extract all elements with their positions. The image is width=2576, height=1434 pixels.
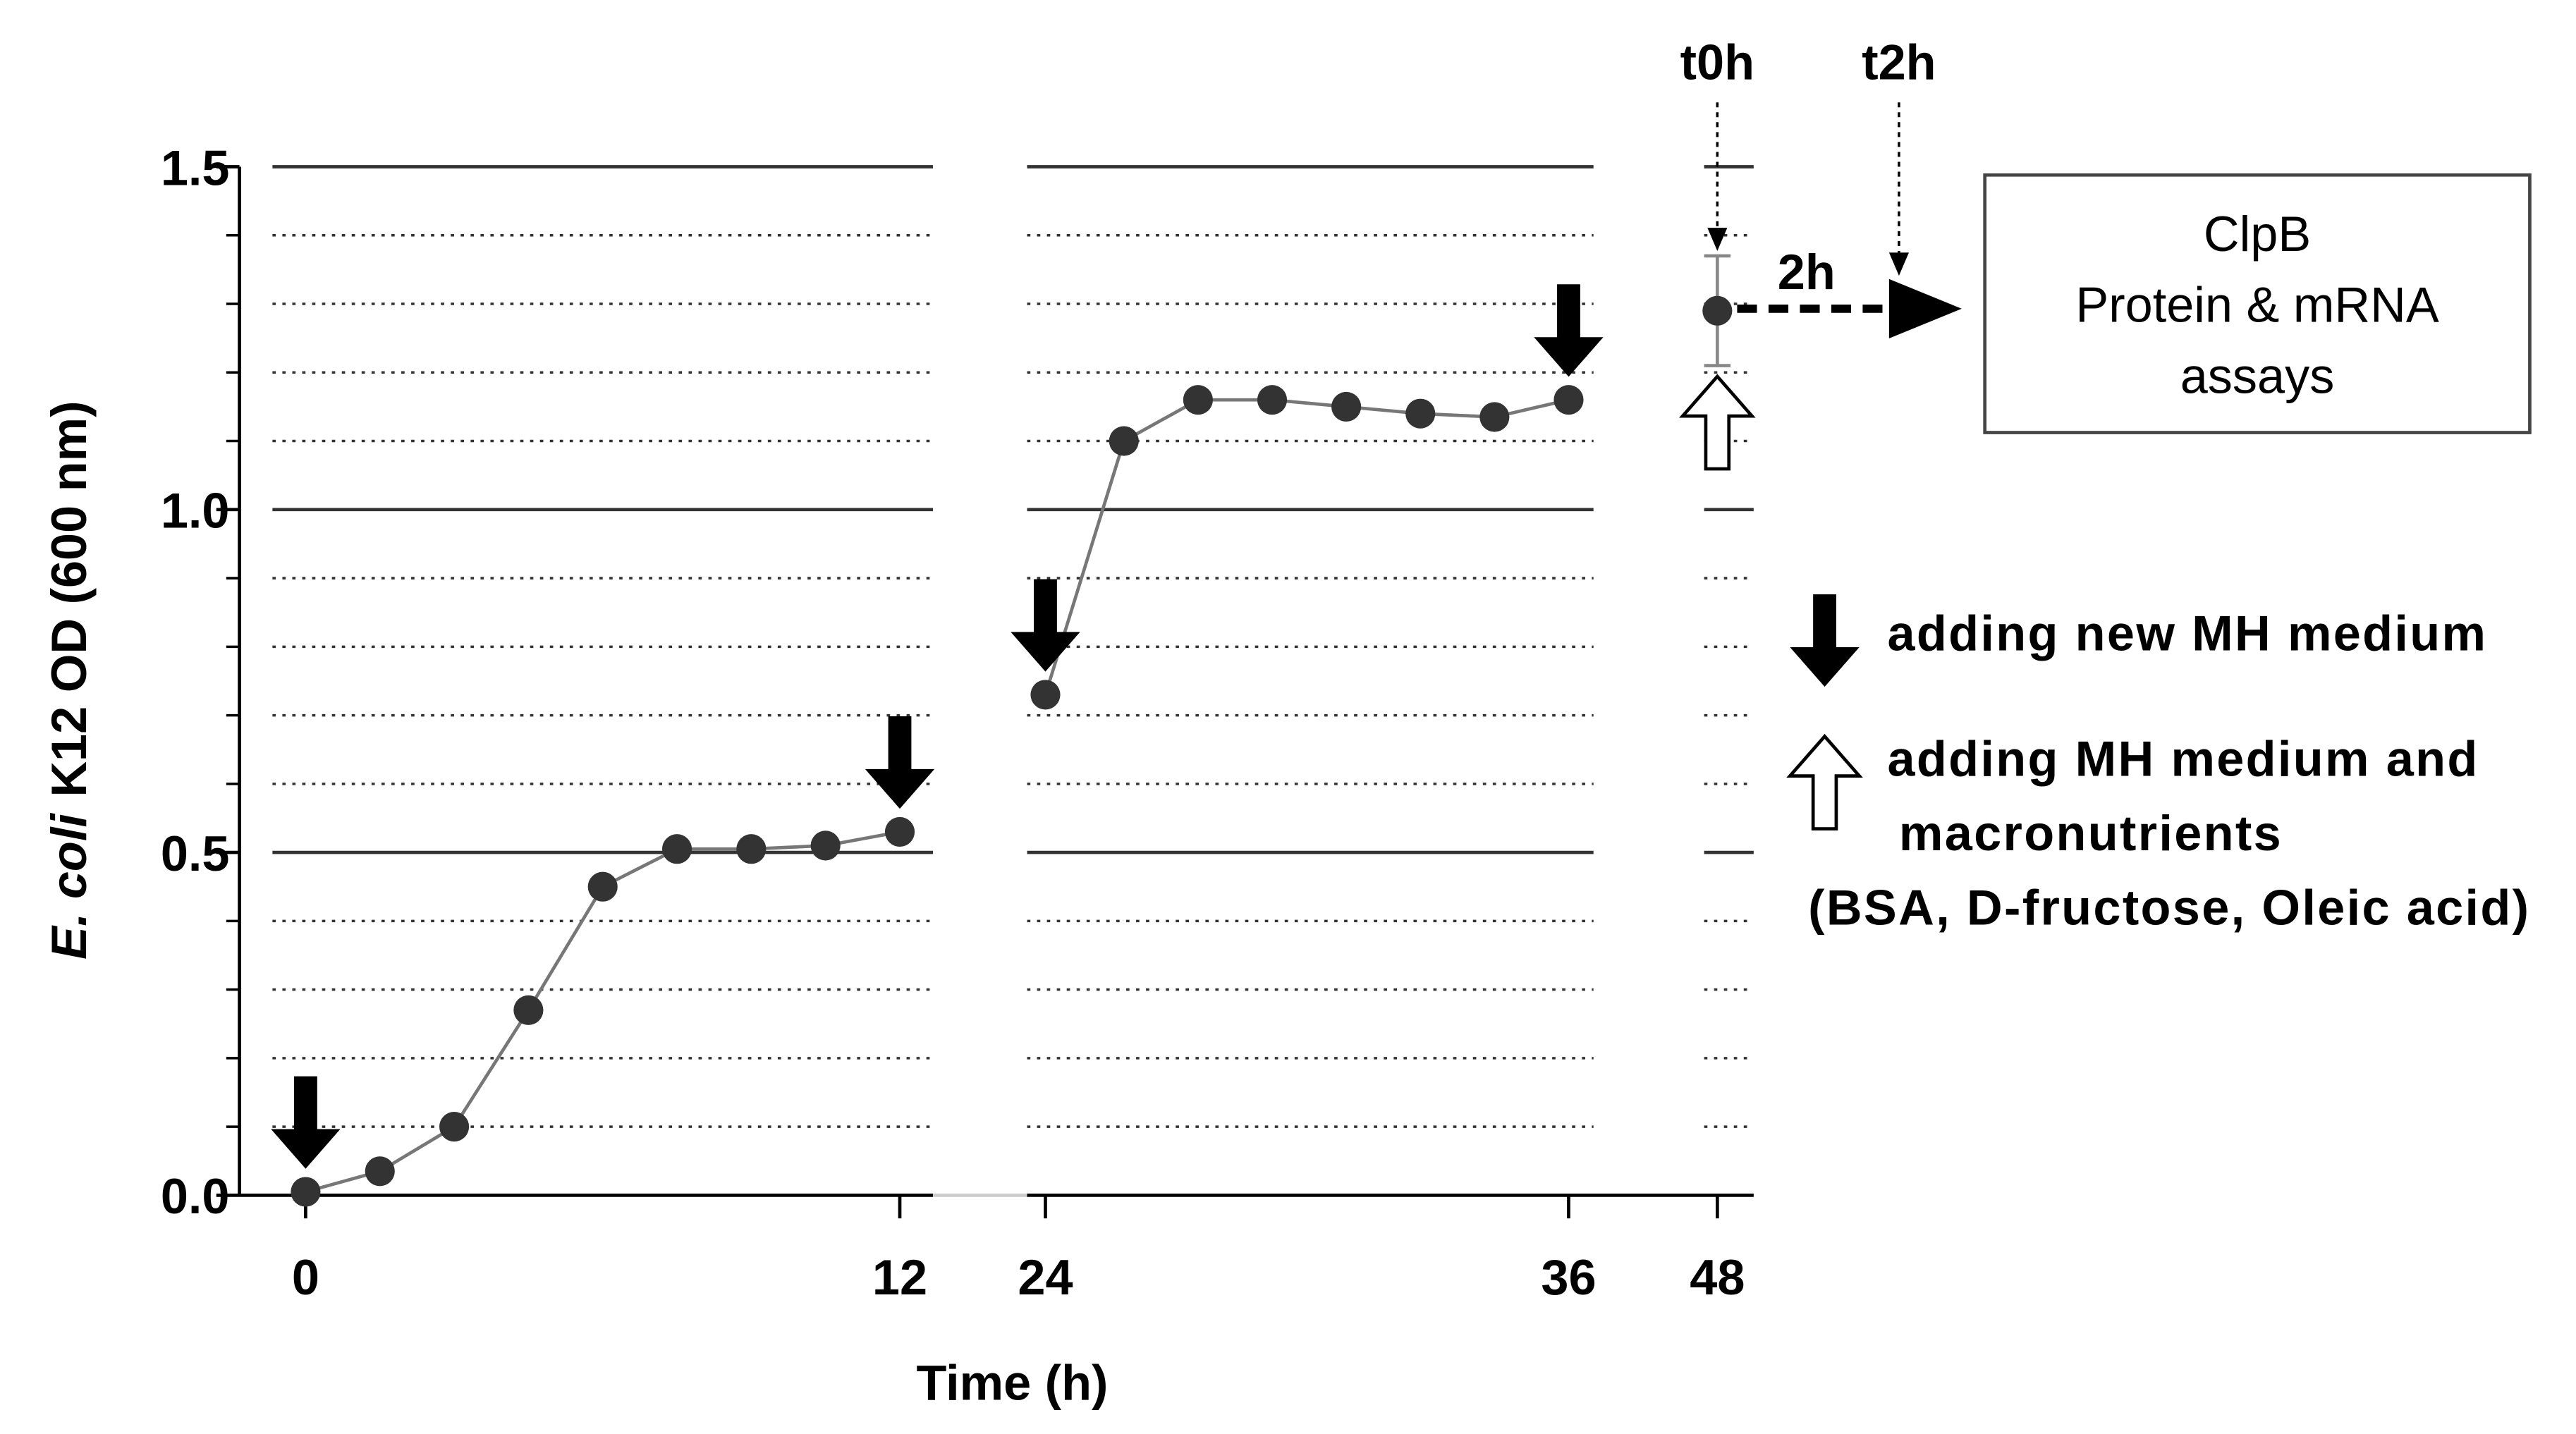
data-point (513, 995, 544, 1025)
filled-arrow (865, 716, 935, 809)
t2-label: t2h (1862, 34, 1936, 90)
data-point (1183, 385, 1213, 415)
x-tick-label: 12 (872, 1249, 927, 1305)
data-point (1257, 385, 1288, 415)
y-axis-label: E. coli K12 OD (600 nm) (41, 401, 97, 960)
data-point (1553, 385, 1584, 415)
data-point (439, 1112, 470, 1142)
y-tick-label: 0.0 (161, 1168, 230, 1224)
legend-label: adding MH medium and (1888, 731, 2479, 787)
data-point (1479, 402, 1510, 432)
t0-pointer-head (1707, 228, 1728, 251)
x-tick-label: 0 (292, 1249, 319, 1305)
t2-pointer-head (1888, 252, 1909, 276)
x-tick-label: 36 (1541, 1249, 1596, 1305)
data-point (1109, 426, 1139, 456)
filled-arrow (271, 1076, 341, 1169)
y-tick-label: 0.5 (161, 826, 230, 881)
filled-arrow (1011, 579, 1080, 672)
data-point (810, 831, 841, 861)
data-point (1702, 295, 1733, 326)
open-arrow (1678, 374, 1756, 471)
x-tick-label: 24 (1018, 1249, 1073, 1305)
interval-head (1888, 278, 1962, 339)
data-point (1331, 391, 1362, 422)
data-point (884, 816, 915, 847)
y-axis-label-italic: E. coli (41, 813, 97, 960)
t0-label: t0h (1680, 34, 1754, 90)
y-tick-label: 1.5 (161, 140, 230, 195)
box-text: Protein & mRNA (2075, 277, 2438, 333)
legend-label: (BSA, D-fructose, Oleic acid) (1808, 879, 2530, 935)
data-point (291, 1177, 321, 1207)
data-point (1030, 680, 1061, 710)
result-box (1983, 173, 2532, 434)
legend-label: macronutrients (1899, 805, 2283, 861)
data-point (365, 1156, 395, 1187)
box-text: assays (2180, 348, 2335, 403)
legend-label: adding new MH medium (1888, 606, 2488, 661)
filled-arrow (1534, 284, 1604, 377)
interval-label: 2h (1778, 244, 1836, 300)
legend-open-arrow (1786, 733, 1863, 831)
x-axis-label: Time (h) (916, 1355, 1108, 1411)
x-tick-label: 48 (1690, 1249, 1745, 1305)
y-axis-label-rest: K12 OD (600 nm) (41, 401, 97, 797)
data-point (736, 834, 767, 864)
box-text: ClpB (2204, 206, 2311, 262)
y-tick-label: 1.0 (161, 483, 230, 539)
data-point (587, 871, 618, 902)
legend-filled-arrow (1790, 594, 1860, 687)
data-point (1405, 398, 1436, 429)
data-point (661, 834, 692, 864)
